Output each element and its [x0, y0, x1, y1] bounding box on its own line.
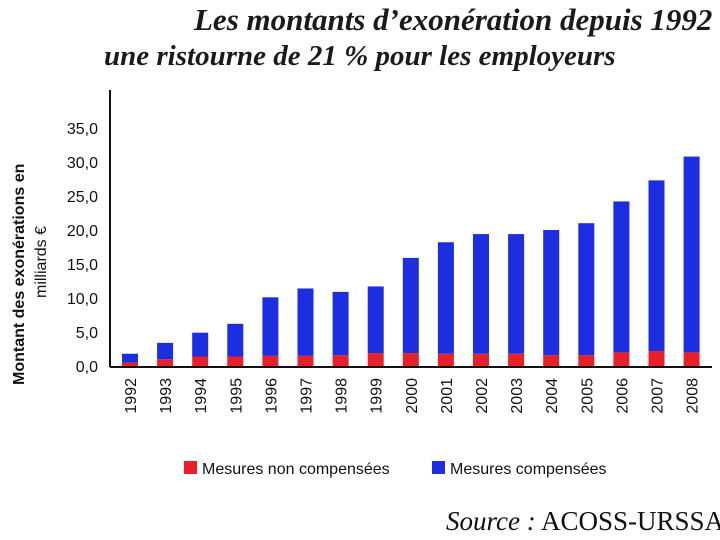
bar-compensees — [613, 201, 630, 353]
chart-title-line-1: Les montants d’exonération depuis 1992 : — [194, 2, 720, 37]
bar-non-compensees — [227, 356, 244, 366]
y-tick-label: 20,0 — [67, 223, 98, 240]
bar-compensees — [192, 332, 209, 357]
x-tick-label: 1994 — [193, 378, 210, 414]
x-tick-label: 1997 — [299, 378, 316, 414]
y-axis-label-line-2: milliards € — [33, 226, 50, 298]
y-tick-labels: 0,0 5,0 10,0 15,0 20,0 25,0 30,0 35,0 — [67, 121, 98, 376]
bar-compensees — [367, 286, 384, 354]
y-tick-label: 15,0 — [67, 257, 98, 274]
x-tick-label: 2002 — [474, 378, 491, 414]
x-tick-label: 1995 — [228, 378, 245, 414]
x-tick-label: 2001 — [439, 378, 456, 414]
y-tick-label: 0,0 — [76, 359, 98, 376]
x-tick-label: 1996 — [263, 378, 280, 414]
x-tick-label: 2003 — [509, 378, 526, 414]
bar-non-compensees — [157, 359, 174, 366]
bar-compensees — [543, 230, 560, 356]
x-tick-label: 2008 — [685, 378, 702, 414]
legend-label-compensees: Mesures compensées — [450, 461, 607, 478]
bar-compensees — [157, 342, 174, 360]
y-tick-label: 30,0 — [67, 155, 98, 172]
bar-compensees — [437, 242, 454, 354]
bar-non-compensees — [578, 355, 595, 366]
y-tick-label: 25,0 — [67, 189, 98, 206]
bars-group — [122, 156, 700, 366]
source-note: Source : ACOSS-URSSAF. — [446, 506, 720, 537]
bar-compensees — [578, 223, 595, 356]
bar-non-compensees — [332, 355, 349, 366]
x-tick-label: 1999 — [369, 378, 386, 414]
legend-swatch-non-compensees — [184, 461, 197, 474]
legend-label-non-compensees: Mesures non compensées — [202, 461, 390, 478]
x-tick-label: 2004 — [544, 378, 561, 414]
bar-compensees — [473, 234, 489, 354]
bar-non-compensees — [437, 353, 454, 366]
bar-non-compensees — [683, 352, 700, 366]
bar-non-compensees — [402, 353, 419, 366]
x-tick-label: 2000 — [404, 378, 421, 414]
bar-compensees — [297, 288, 314, 356]
bar-compensees — [508, 234, 525, 354]
x-tick-label: 1993 — [158, 378, 175, 414]
bar-non-compensees — [613, 352, 630, 366]
y-tick-label: 5,0 — [76, 325, 98, 342]
bar-non-compensees — [508, 353, 525, 366]
bar-non-compensees — [648, 351, 665, 366]
bar-compensees — [648, 180, 665, 352]
bar-non-compensees — [473, 353, 489, 366]
legend: Mesures non compensées Mesures compensée… — [184, 461, 607, 478]
bar-compensees — [402, 257, 419, 354]
bar-non-compensees — [262, 355, 279, 366]
x-tick-labels: 1992 1993 1994 1995 1996 1997 1998 1999 2000 2001… — [123, 378, 702, 414]
x-tick-label: 2005 — [579, 378, 596, 414]
bar-compensees — [332, 291, 349, 356]
x-tick-label: 2006 — [614, 378, 631, 414]
bar-non-compensees — [367, 353, 384, 366]
source-text: ACOSS-URSSAF. — [540, 506, 720, 536]
x-tick-label: 1992 — [123, 378, 140, 414]
bar-non-compensees — [543, 355, 560, 366]
y-tick-label: 10,0 — [67, 291, 98, 308]
bar-non-compensees — [122, 362, 138, 366]
bar-compensees — [262, 297, 279, 356]
bar-non-compensees — [297, 355, 314, 366]
chart-title-line-2: une ristourne de 21 % pour les employeur… — [104, 40, 616, 72]
x-tick-label: 1998 — [334, 378, 351, 414]
y-axis-label-line-1: Montant des exonérations en — [11, 164, 28, 385]
legend-swatch-compensees — [432, 461, 445, 474]
bar-compensees — [683, 156, 700, 353]
bar-non-compensees — [192, 356, 209, 366]
y-tick-label: 35,0 — [67, 121, 98, 138]
bar-compensees — [122, 353, 138, 363]
bar-compensees — [227, 323, 244, 357]
source-label: Source : — [446, 506, 536, 536]
x-tick-label: 2007 — [650, 378, 667, 414]
